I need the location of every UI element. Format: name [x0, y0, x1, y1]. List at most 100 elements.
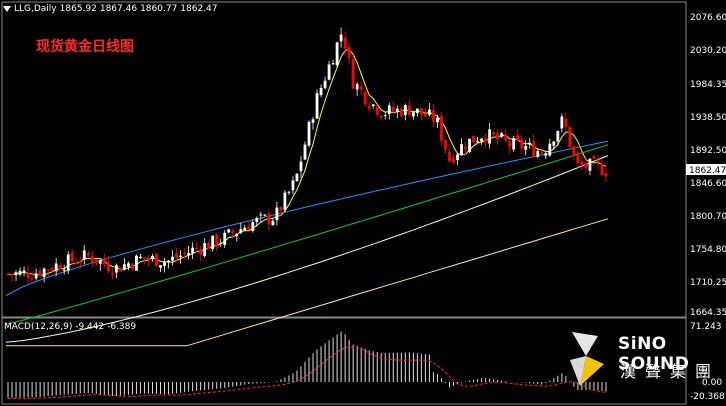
candle-body	[70, 252, 74, 262]
candle-body	[259, 214, 263, 216]
candle-body	[231, 230, 235, 234]
price-tick: 1800.70	[690, 212, 726, 222]
candle-body	[440, 116, 443, 141]
candle-body	[203, 243, 207, 257]
candle-body	[215, 234, 219, 247]
candle-body	[34, 273, 38, 279]
price-tick: 1710.25	[690, 278, 726, 288]
ma-verylong-line	[6, 218, 609, 347]
candle-body	[307, 121, 311, 146]
price-tick: 1664.35	[690, 308, 726, 318]
candle-body	[524, 146, 528, 150]
current-price-tag	[686, 164, 726, 175]
candle-body	[143, 257, 146, 259]
candle-body	[556, 131, 560, 142]
candle-body	[468, 138, 471, 152]
candle-body	[26, 273, 30, 279]
candle-body	[331, 62, 335, 65]
candle-body	[219, 243, 223, 245]
candle-body	[271, 220, 275, 226]
candle-body	[82, 250, 86, 260]
candle-body	[391, 106, 395, 112]
candle-body	[94, 259, 98, 264]
candle-body	[532, 141, 536, 157]
candle-body	[38, 270, 42, 276]
candle-body	[323, 80, 327, 88]
candle-body	[347, 47, 351, 58]
candle-body	[199, 249, 203, 255]
candle-body	[423, 113, 427, 117]
candle-body	[472, 135, 475, 143]
candlesticks	[6, 27, 608, 286]
candle-body	[22, 270, 26, 273]
price-tick: 1754.80	[690, 245, 726, 255]
candle-body	[54, 263, 58, 272]
candle-body	[46, 269, 50, 271]
macd-axis-top: 71.243	[690, 322, 722, 332]
macd-axis-bottom: -20.368	[690, 392, 725, 402]
dropdown-arrow-icon[interactable]	[3, 6, 11, 12]
candle-body	[263, 214, 267, 216]
candle-body	[452, 158, 455, 163]
candle-body	[283, 192, 287, 210]
logo-chinese-text: 漢聲集團	[620, 362, 721, 381]
candle-body	[30, 278, 34, 280]
ma-fast-line	[7, 48, 607, 276]
candle-body	[363, 91, 367, 105]
sinosound-logo: SiNO SOUND 漢聲集團	[566, 330, 726, 406]
candle-body	[211, 235, 215, 249]
candle-body	[351, 59, 355, 89]
open-value: 1865.92	[59, 4, 97, 14]
price-tick: 1846.60	[690, 179, 726, 189]
candle-body	[50, 268, 54, 271]
sinosound-logo-icon	[570, 332, 604, 386]
candle-body	[564, 118, 568, 127]
candle-body	[114, 265, 118, 273]
candle-body	[580, 161, 584, 166]
ma-mid-line	[5, 140, 609, 297]
candle-body	[14, 272, 18, 276]
candle-body	[568, 127, 572, 147]
candle-body	[604, 173, 608, 177]
candle-body	[359, 86, 363, 90]
candle-body	[411, 112, 415, 117]
candle-body	[335, 42, 339, 66]
candle-body	[127, 263, 130, 267]
candle-body	[151, 255, 154, 259]
candle-body	[387, 105, 391, 115]
candle-body	[600, 164, 604, 176]
symbol-label: LLG,Daily	[14, 4, 57, 14]
candle-body	[500, 133, 504, 137]
price-tick: 1892.50	[690, 146, 726, 156]
candle-body	[428, 109, 431, 115]
candle-body	[110, 273, 114, 275]
candle-body	[74, 262, 78, 264]
price-tick: 2076.60	[690, 13, 726, 23]
candle-body	[62, 269, 66, 271]
candle-body	[436, 117, 439, 123]
candle-body	[395, 108, 399, 113]
candle-body	[516, 135, 520, 141]
candle-body	[86, 253, 90, 256]
macd-axis-zero: 0.00	[702, 378, 722, 388]
candle-body	[355, 84, 359, 90]
candle-body	[207, 242, 211, 249]
candle-body	[540, 152, 544, 154]
candle-body	[572, 146, 576, 155]
candle-body	[191, 247, 195, 254]
candle-body	[155, 253, 158, 267]
close-value: 1862.47	[180, 4, 218, 14]
ma-long-line	[5, 155, 609, 343]
candle-body	[255, 217, 259, 223]
candle-body	[596, 160, 600, 163]
candle-body	[139, 256, 142, 259]
candle-body	[536, 150, 540, 157]
candle-body	[275, 207, 279, 221]
candle-body	[548, 143, 552, 156]
macd-signal-line	[7, 346, 607, 399]
candle-body	[279, 207, 283, 211]
candle-body	[159, 265, 162, 268]
candle-body	[167, 260, 170, 263]
candle-body	[227, 229, 231, 233]
